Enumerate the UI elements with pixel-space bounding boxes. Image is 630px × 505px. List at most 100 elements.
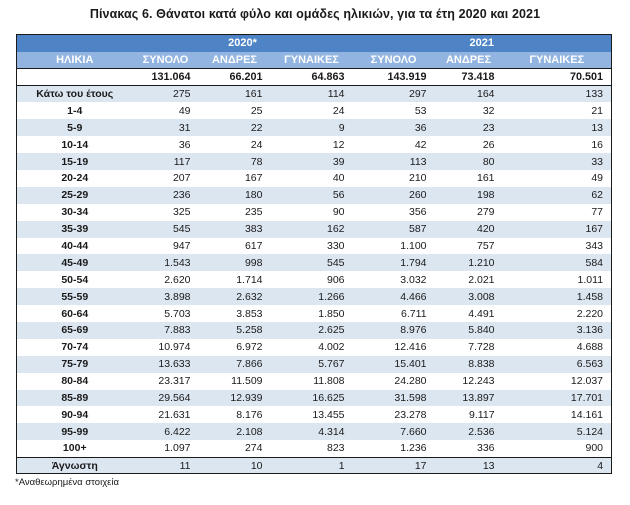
age-group-label: 35-39 <box>61 223 89 236</box>
death-count-cell: 36 <box>178 138 191 151</box>
table-row: 30-34 325 235 90 356 279 77 <box>16 203 612 221</box>
death-count-cell: 3.136 <box>576 324 604 337</box>
death-count-cell: 21 <box>591 104 604 117</box>
year-header-row: 2020* 2021 <box>16 34 612 52</box>
table-row: 40-44 947 617 330 1.100 757 343 <box>16 237 612 255</box>
death-count-cell: 198 <box>477 189 495 202</box>
column-header-total-2020: ΣΥΝΟΛΟ <box>132 51 199 69</box>
death-count-cell: 2.632 <box>236 290 263 303</box>
death-count-cell: 9.117 <box>469 408 495 421</box>
death-count-cell: 161 <box>244 88 263 101</box>
table-row: 20-24 207 167 40 210 161 49 <box>16 169 612 187</box>
death-count-cell: 114 <box>327 88 345 101</box>
column-header-total-2021: ΣΥΝΟΛΟ <box>352 51 435 69</box>
age-group-label: 40-44 <box>61 239 89 252</box>
death-count-cell: 15.401 <box>394 358 427 371</box>
death-count-cell: 24 <box>332 104 345 117</box>
death-count-cell: 7.883 <box>164 324 191 337</box>
column-header-men-2020: ΑΝΔΡΕΣ <box>198 51 271 69</box>
total-men-2021: 73.418 <box>434 68 503 86</box>
death-count-cell: 12.243 <box>462 375 495 388</box>
death-count-cell: 12.939 <box>230 391 263 404</box>
death-count-cell: 161 <box>477 172 495 185</box>
death-count-cell: 617 <box>244 239 263 252</box>
total-men-2020: 66.201 <box>198 68 271 86</box>
table-row: 1-4 49 25 24 53 32 21 <box>16 102 612 120</box>
death-count-cell: 13.455 <box>312 408 345 421</box>
death-count-cell: 10 <box>198 456 271 474</box>
death-count-cell: 2.536 <box>468 425 495 438</box>
death-count-cell: 2.108 <box>236 425 263 438</box>
age-group-label: 1-4 <box>67 104 83 117</box>
table-row: 35-39 545 383 162 587 420 167 <box>16 220 612 238</box>
death-count-cell: 14.161 <box>570 408 604 421</box>
death-count-cell: 16 <box>591 138 604 151</box>
table-row: Άγνωστη 11 10 1 17 13 4 <box>16 456 612 474</box>
death-count-cell: 3.008 <box>468 290 495 303</box>
death-count-cell: 164 <box>477 88 495 101</box>
death-count-cell: 62 <box>591 189 604 202</box>
death-count-cell: 6.711 <box>401 307 427 320</box>
death-count-cell: 17.701 <box>570 391 604 404</box>
year-header-spacer <box>16 34 133 52</box>
death-count-cell: 2.021 <box>468 273 495 286</box>
table-row: 50-54 2.620 1.714 906 3.032 2.021 1.011 <box>16 271 612 289</box>
death-count-cell: 210 <box>409 172 427 185</box>
age-group-label: 75-79 <box>61 358 89 371</box>
death-count-cell: 6.563 <box>576 358 604 371</box>
death-count-cell: 1 <box>270 456 353 474</box>
death-count-cell: 336 <box>477 442 495 455</box>
death-count-cell: 545 <box>172 223 191 236</box>
death-count-cell: 12 <box>332 138 345 151</box>
death-count-cell: 236 <box>172 189 191 202</box>
death-count-cell: 13.897 <box>462 391 495 404</box>
death-count-cell: 7.728 <box>468 341 495 354</box>
death-count-cell: 5.767 <box>318 358 345 371</box>
age-group-label: 45-49 <box>61 256 89 269</box>
age-group-label: 10-14 <box>61 138 89 151</box>
total-women-2020: 64.863 <box>270 68 353 86</box>
totals-row: 131.064 66.201 64.863 143.919 73.418 70.… <box>16 68 612 86</box>
deaths-by-age-table: 2020* 2021 ΗΛΙΚΙΑ ΣΥΝΟΛΟ ΑΝΔΡΕΣ ΓΥΝΑΙΚΕΣ… <box>16 34 613 475</box>
death-count-cell: 906 <box>327 273 345 286</box>
death-count-cell: 31 <box>178 121 191 134</box>
death-count-cell: 823 <box>327 442 345 455</box>
age-group-label: 25-29 <box>61 189 89 202</box>
death-count-cell: 1.097 <box>164 442 191 455</box>
death-count-cell: 900 <box>585 442 604 455</box>
death-count-cell: 11 <box>132 456 199 474</box>
death-count-cell: 998 <box>244 256 263 269</box>
death-count-cell: 3.853 <box>236 307 263 320</box>
death-count-cell: 162 <box>327 223 345 236</box>
death-count-cell: 3.898 <box>164 290 191 303</box>
death-count-cell: 5.258 <box>236 324 263 337</box>
death-count-cell: 13 <box>434 456 503 474</box>
table-title: Πίνακας 6. Θάνατοι κατά φύλο και ομάδες … <box>89 7 541 21</box>
death-count-cell: 757 <box>477 239 495 252</box>
death-count-cell: 13.633 <box>158 358 191 371</box>
death-count-cell: 587 <box>409 223 427 236</box>
death-count-cell: 11.808 <box>313 375 345 388</box>
table-row: 70-74 10.974 6.972 4.002 12.416 7.728 4.688 <box>16 338 612 356</box>
death-count-cell: 5.840 <box>468 324 495 337</box>
age-group-label: Κάτω του έτους <box>36 88 114 101</box>
death-count-cell: 167 <box>585 223 604 236</box>
death-count-cell: 56 <box>332 189 345 202</box>
table-row: 15-19 117 78 39 113 80 33 <box>16 153 612 170</box>
death-count-cell: 260 <box>409 189 427 202</box>
death-count-cell: 23.278 <box>394 408 427 421</box>
death-count-cell: 117 <box>173 155 191 168</box>
death-count-cell: 10.974 <box>158 341 191 354</box>
age-group-label: 30-34 <box>61 206 89 219</box>
age-group-label: 90-94 <box>61 408 89 421</box>
age-group-label: 80-84 <box>61 375 89 388</box>
death-count-cell: 1.210 <box>468 256 495 269</box>
death-count-cell: 8.838 <box>468 358 495 371</box>
death-count-cell: 23.317 <box>158 375 191 388</box>
footnote-revised-data: *Αναθεωρημένα στοιχεία <box>15 477 120 489</box>
age-group-label: 15-19 <box>61 155 89 168</box>
death-count-cell: 330 <box>327 239 345 252</box>
death-count-cell: 25 <box>250 104 263 117</box>
death-count-cell: 42 <box>414 138 427 151</box>
death-count-cell: 7.660 <box>400 425 427 438</box>
